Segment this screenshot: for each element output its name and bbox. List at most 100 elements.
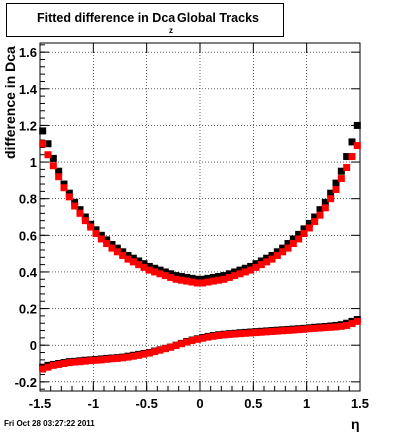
marker-s0-40 — [252, 260, 260, 268]
marker-s1-40 — [252, 263, 260, 271]
y-tick-label-3: 0.4 — [19, 265, 38, 280]
marker-s3-34 — [220, 331, 228, 339]
marker-s0-53 — [321, 198, 329, 206]
marker-s1-13 — [108, 244, 116, 252]
marker-s3-46 — [284, 326, 292, 334]
marker-s3-9 — [87, 357, 95, 365]
marker-s0-27 — [183, 273, 191, 281]
marker-s0-19 — [140, 260, 148, 268]
marker-s0-57 — [343, 153, 351, 161]
marker-s1-23 — [161, 272, 169, 280]
marker-s3-58 — [348, 320, 356, 328]
marker-s0-45 — [279, 244, 287, 252]
marker-s3-55 — [332, 323, 340, 331]
marker-s0-25 — [172, 272, 180, 280]
marker-s1-17 — [129, 258, 137, 266]
marker-s1-49 — [300, 229, 308, 237]
marker-s0-44 — [273, 248, 281, 256]
marker-s3-6 — [71, 358, 79, 366]
marker-s3-16 — [124, 353, 132, 361]
marker-s3-38 — [241, 329, 249, 337]
title-box: Fitted difference in Dca z Global Tracks — [6, 3, 284, 37]
y-tick-label-0: -0.2 — [15, 375, 37, 390]
marker-s0-28 — [188, 274, 196, 282]
marker-s3-48 — [295, 326, 303, 334]
marker-s3-8 — [81, 357, 89, 365]
marker-s0-12 — [103, 236, 111, 244]
chart-title: Fitted difference in Dca — [37, 11, 176, 25]
marker-s1-42 — [263, 258, 271, 266]
marker-s0-43 — [268, 251, 276, 259]
marker-s1-2 — [49, 162, 57, 170]
axis-ticks — [39, 43, 361, 391]
x-tick-label-5: 1 — [303, 396, 310, 411]
marker-s1-33 — [215, 276, 223, 284]
marker-s3-13 — [108, 355, 116, 363]
chart-title-subscript: z — [169, 26, 173, 35]
marker-s3-51 — [311, 324, 319, 332]
marker-s1-34 — [220, 275, 228, 283]
y-tick-label-9: 1.6 — [19, 45, 37, 60]
marker-s0-51 — [311, 213, 319, 221]
marker-s3-33 — [215, 332, 223, 340]
marker-s1-57 — [343, 164, 351, 172]
marker-s0-56 — [337, 167, 345, 175]
marker-s0-7 — [76, 206, 84, 214]
marker-s1-29 — [193, 279, 201, 287]
marker-s0-29 — [193, 275, 201, 283]
marker-s0-0 — [39, 127, 47, 135]
marker-s3-40 — [252, 329, 260, 337]
marker-s0-47 — [289, 235, 297, 243]
marker-s3-20 — [145, 349, 153, 357]
marker-s1-55 — [332, 186, 340, 194]
marker-s3-19 — [140, 350, 148, 358]
marker-s3-0 — [39, 365, 47, 373]
marker-s0-50 — [305, 219, 313, 227]
marker-s0-21 — [151, 264, 159, 272]
marker-s0-20 — [145, 262, 153, 270]
marker-s1-7 — [76, 209, 84, 217]
marker-s0-3 — [55, 167, 63, 175]
marker-s3-37 — [236, 330, 244, 338]
marker-s1-6 — [71, 202, 79, 210]
x-axis-label: η — [351, 416, 360, 432]
x-tick-label-0: -1.5 — [29, 396, 51, 411]
marker-s0-49 — [300, 225, 308, 233]
y-tick-label-7: 1.2 — [19, 118, 37, 133]
marker-s1-26 — [177, 276, 185, 284]
marker-s0-22 — [156, 266, 164, 274]
marker-s3-57 — [343, 321, 351, 329]
y-tick-label-6: 1 — [30, 155, 37, 170]
marker-s0-35 — [225, 270, 233, 278]
x-tick-label-1: -1 — [88, 396, 100, 411]
marker-s1-14 — [113, 248, 121, 256]
marker-s1-24 — [167, 273, 175, 281]
marker-s3-45 — [279, 327, 287, 335]
marker-s3-24 — [167, 343, 175, 351]
marker-s1-56 — [337, 175, 345, 183]
marker-s0-41 — [257, 257, 265, 265]
marker-s3-17 — [129, 352, 137, 360]
marker-s1-28 — [188, 278, 196, 286]
marker-s1-22 — [156, 270, 164, 278]
marker-s0-37 — [236, 266, 244, 274]
y-tick-label-2: 0.2 — [19, 302, 37, 317]
y-tick-label-4: 0.6 — [19, 228, 37, 243]
marker-s1-4 — [60, 184, 68, 192]
marker-s1-5 — [65, 193, 73, 201]
marker-s0-23 — [161, 268, 169, 276]
marker-s1-3 — [55, 173, 63, 181]
marker-s3-32 — [209, 332, 217, 340]
marker-s3-3 — [55, 360, 63, 368]
marker-s3-10 — [92, 356, 100, 364]
marker-s3-31 — [204, 333, 212, 341]
marker-s3-49 — [300, 325, 308, 333]
timestamp-footer: Fri Oct 28 03:27:22 2011 — [4, 419, 95, 428]
marker-s1-59 — [353, 142, 361, 150]
marker-s0-33 — [215, 273, 223, 281]
marker-s0-8 — [81, 213, 89, 221]
marker-s1-0 — [39, 140, 47, 148]
marker-s1-27 — [183, 277, 191, 285]
marker-s0-34 — [220, 272, 228, 280]
marker-s0-48 — [295, 230, 303, 238]
